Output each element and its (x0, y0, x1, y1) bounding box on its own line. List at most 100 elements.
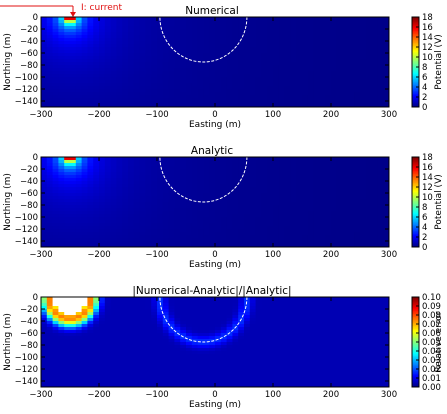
heatmap-cell (64, 223, 71, 227)
heatmap-cell (110, 74, 117, 78)
heatmap-cell (209, 104, 216, 108)
heatmap-cell (128, 77, 135, 81)
heatmap-cell (383, 244, 390, 248)
heatmap-cell (46, 229, 53, 233)
heatmap-cell (133, 181, 140, 185)
heatmap-cell (197, 348, 204, 352)
heatmap-cell (46, 226, 53, 230)
heatmap-cell (226, 202, 233, 206)
heatmap-cell (331, 315, 338, 319)
heatmap-cell (99, 80, 106, 84)
heatmap-cell (116, 172, 123, 176)
heatmap-cell (284, 190, 291, 194)
heatmap-cell (267, 35, 274, 39)
heatmap-cell (371, 83, 378, 87)
heatmap-cell (145, 53, 152, 57)
heatmap-cell (174, 318, 181, 322)
heatmap-cell (232, 92, 239, 96)
heatmap-cell (99, 29, 106, 33)
heatmap-cell (215, 327, 222, 331)
heatmap-cell (336, 214, 343, 218)
heatmap-cell (99, 26, 106, 30)
heatmap-cell (296, 217, 303, 221)
heatmap-cell (255, 318, 262, 322)
heatmap-cell (180, 160, 187, 164)
heatmap-cell (139, 205, 146, 209)
heatmap-cell (52, 348, 59, 352)
heatmap-cell (348, 181, 355, 185)
heatmap-cell (342, 202, 349, 206)
heatmap-cell (284, 193, 291, 197)
heatmap-cell (180, 238, 187, 242)
heatmap-cell (331, 95, 338, 99)
heatmap-cell (197, 223, 204, 227)
heatmap-cell (52, 214, 59, 218)
heatmap-cell (168, 244, 175, 248)
heatmap-cell (116, 312, 123, 316)
heatmap-cell (278, 336, 285, 340)
heatmap-cell (232, 160, 239, 164)
heatmap-cell (226, 23, 233, 27)
heatmap-cell (133, 300, 140, 304)
heatmap-cell (273, 220, 280, 224)
heatmap-cell (215, 318, 222, 322)
heatmap-cell (336, 32, 343, 36)
heatmap-cell (331, 166, 338, 170)
heatmap-cell (81, 169, 88, 173)
heatmap-cell (133, 220, 140, 224)
heatmap-cell (110, 38, 117, 42)
heatmap-cell (151, 71, 158, 75)
colorbar-step (412, 185, 419, 188)
heatmap-cell (354, 244, 361, 248)
colorbar-step (412, 172, 419, 174)
heatmap-cell (139, 62, 146, 66)
heatmap-cell (377, 169, 384, 173)
heatmap-cell (302, 181, 309, 185)
heatmap-cell (122, 327, 129, 331)
heatmap-cell (46, 339, 53, 343)
heatmap-cell (354, 208, 361, 212)
heatmap-cell (313, 95, 320, 99)
heatmap-cell (284, 232, 291, 236)
heatmap-cell (174, 184, 181, 188)
heatmap-cell (168, 104, 175, 108)
heatmap-cell (377, 59, 384, 63)
heatmap-cell (128, 315, 135, 319)
heatmap-cell (64, 208, 71, 212)
heatmap-cell (383, 23, 390, 27)
heatmap-cell (319, 17, 326, 21)
heatmap-cell (302, 104, 309, 108)
heatmap-cell (174, 199, 181, 203)
heatmap-cell (81, 50, 88, 54)
heatmap-cell (41, 315, 48, 319)
heatmap-cell (348, 193, 355, 197)
heatmap-cell (261, 229, 268, 233)
heatmap-cell (348, 74, 355, 78)
heatmap-cell (325, 160, 332, 164)
heatmap-cell (99, 95, 106, 99)
heatmap-cell (75, 333, 82, 337)
heatmap-cell (99, 104, 106, 108)
heatmap-cell (302, 196, 309, 200)
heatmap-cell (191, 193, 198, 197)
heatmap-cell (336, 104, 343, 108)
heatmap-cell (99, 214, 106, 218)
colorbar-frame (411, 16, 420, 108)
heatmap-cell (157, 26, 164, 30)
heatmap-cell (110, 35, 117, 39)
heatmap-cell (261, 348, 268, 352)
heatmap-cell (255, 241, 262, 245)
heatmap-cell (273, 74, 280, 78)
heatmap-cell (319, 342, 326, 346)
heatmap-cell (284, 303, 291, 307)
heatmap-cell (87, 235, 94, 239)
heatmap-cell (284, 77, 291, 81)
heatmap-cell (278, 95, 285, 99)
heatmap-cell (302, 190, 309, 194)
heatmap-cell (174, 41, 181, 45)
heatmap-cell (360, 41, 367, 45)
heatmap-cell (110, 178, 117, 182)
heatmap-cell (99, 59, 106, 63)
heatmap-cell (180, 220, 187, 224)
heatmap-cell (284, 214, 291, 218)
